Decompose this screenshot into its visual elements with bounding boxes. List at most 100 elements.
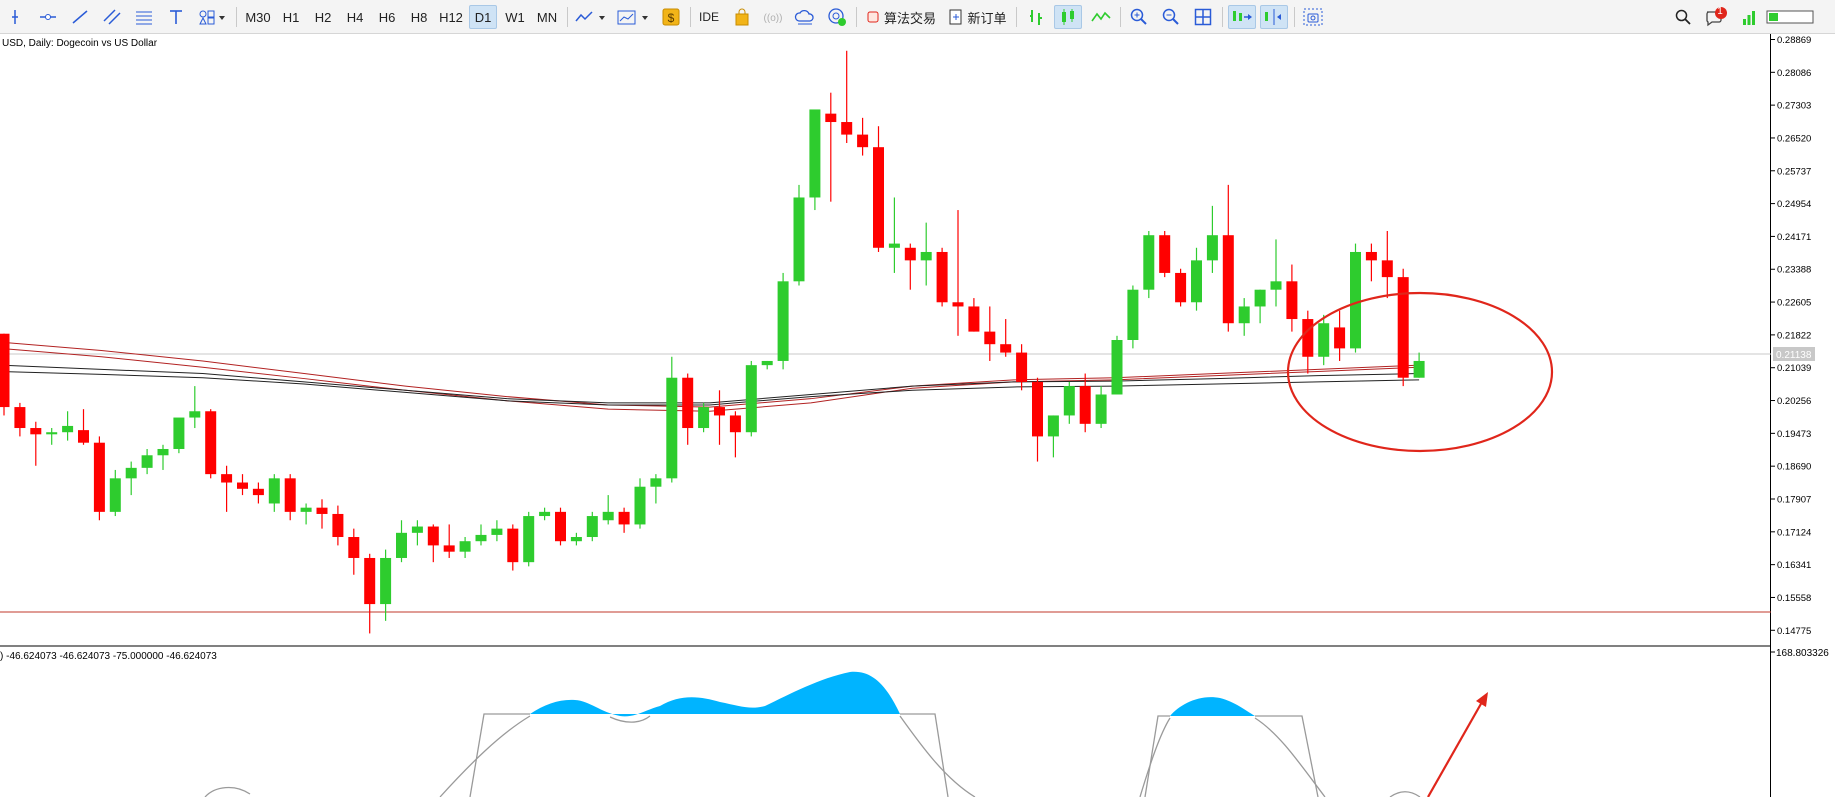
indicators-dropdown-icon[interactable] [574,5,608,29]
screenshot-camera-icon[interactable] [1300,5,1326,29]
line-chart-icon[interactable] [1088,5,1114,29]
connection-status-bar [1764,5,1818,29]
tf-h1[interactable]: H1 [282,9,300,25]
candle [618,507,630,533]
community-icon[interactable] [824,5,850,29]
bar-chart-icon[interactable] [1024,5,1048,29]
tf-h6[interactable]: H6 [378,9,396,25]
horizontal-line-icon[interactable] [36,5,60,29]
candle [873,126,884,252]
signal-strength-icon[interactable] [1738,5,1760,29]
candle [189,386,201,429]
market-dollar-icon[interactable]: $ [660,5,682,29]
tf-h2[interactable]: H2 [314,9,332,25]
price-tick-label: 0.23388 [1777,265,1811,276]
candle [1032,377,1043,462]
candle [221,465,233,512]
candle [1095,386,1107,429]
candle [666,356,678,483]
candle [1286,264,1298,332]
zoom-in-icon[interactable] [1126,5,1152,29]
tf-h4[interactable]: H4 [346,9,364,25]
indicator-scale-label: 168.803326 [1776,648,1829,659]
candle [761,360,773,370]
candle [348,528,360,575]
fibonacci-icon[interactable] [132,5,156,29]
tf-w1[interactable]: W1 [505,9,525,25]
moving-average-lines [0,341,1420,412]
candle [1413,352,1425,378]
candle [952,210,964,336]
tf-m30[interactable]: M30 [245,9,271,25]
candle [93,436,105,521]
candle [1206,205,1218,273]
candle [714,390,725,445]
candle [62,411,74,441]
candle [1254,289,1266,324]
tf-h8[interactable]: H8 [410,9,428,25]
candle [920,222,932,286]
candle [1302,310,1314,374]
search-icon[interactable] [1670,5,1696,29]
tf-mn[interactable]: MN [536,9,558,25]
zoom-out-icon[interactable] [1158,5,1184,29]
annotation-arrow [1427,692,1488,797]
tile-windows-icon[interactable] [1190,5,1216,29]
channel-icon[interactable] [100,5,124,29]
candle [793,184,805,286]
candle [1334,310,1346,361]
candle [459,537,471,558]
candle [936,247,948,307]
moving-average-line [0,370,1420,406]
candle [555,507,566,546]
candle [14,402,26,437]
candle [427,524,439,563]
tf-h12[interactable]: H12 [439,9,463,25]
ide-button[interactable]: IDE [698,10,719,24]
candle [682,373,694,445]
indicator-scale[interactable]: 168.803326 [1771,646,1835,797]
price-tick-label: 0.17124 [1777,527,1811,538]
shopping-bag-icon[interactable] [730,5,754,29]
candle [698,402,710,433]
candle [30,421,42,466]
price-tick-label: 0.20256 [1777,396,1811,407]
trendline-icon[interactable] [68,5,92,29]
candle [173,417,185,454]
candle [507,524,519,571]
text-tool-icon[interactable] [164,5,188,29]
price-tick-label: 0.24171 [1777,232,1811,243]
signals-icon[interactable]: ((o)) [760,5,786,29]
candlestick-chart-icon[interactable] [1054,5,1082,29]
candle [1191,247,1202,311]
candle [1047,415,1059,458]
candle [443,524,455,558]
candle [1222,184,1234,332]
vps-cloud-icon[interactable] [792,5,818,29]
algo-trading-button[interactable]: 算法交易 [862,5,940,29]
chat-bubble-icon [1706,7,1727,27]
candle [777,272,789,370]
tf-d1[interactable]: D1 [469,5,497,29]
indicator-values: ) -46.624073 -46.624073 -75.000000 -46.6… [0,651,217,662]
candle [1397,268,1409,387]
auto-scroll-icon[interactable] [1228,5,1256,29]
candle [364,553,376,634]
templates-dropdown-icon[interactable] [616,5,652,29]
candle [1381,231,1393,299]
new-order-button[interactable]: 新订单 [946,5,1010,29]
crosshair-tool-icon[interactable] [4,5,26,29]
svg-text:((o)): ((o)) [764,13,783,24]
candle [745,360,757,437]
price-scale[interactable]: 0.28869 0.28086 0.27303 0.26520 0.25737 0.249… [1771,34,1835,646]
shapes-dropdown-icon[interactable] [196,5,228,29]
candle [1159,231,1171,278]
chart-shift-icon[interactable] [1260,5,1288,29]
notifications-button[interactable]: 1 [1702,5,1730,29]
price-tick-label: 0.16341 [1777,560,1811,571]
current-price-marker [1773,347,1815,361]
price-chart[interactable]: USD, Daily: Dogecoin vs US Dollar ) -46.… [0,34,1771,797]
candle [157,444,169,470]
candle [1016,344,1028,391]
candle [570,532,582,546]
